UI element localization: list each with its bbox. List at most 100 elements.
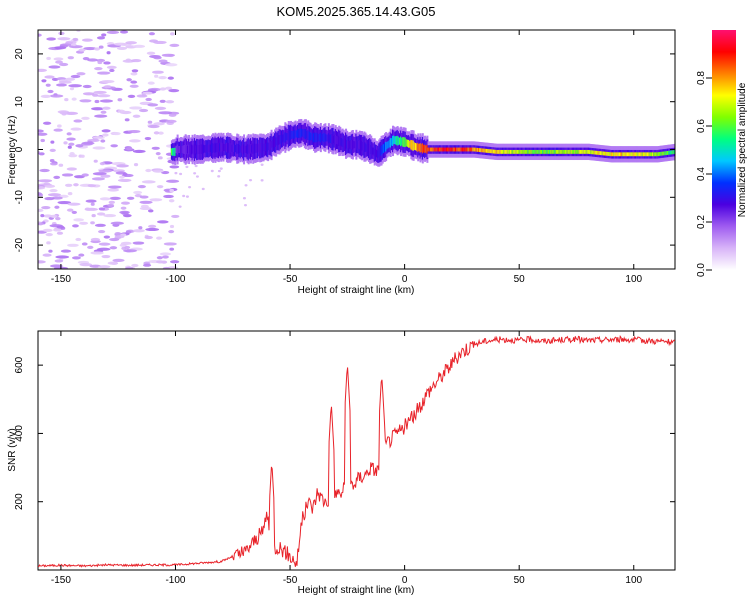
noise-cell [161,53,175,57]
noise-cell [64,111,79,115]
noise-cell [109,246,118,250]
ridge-core [559,149,562,154]
ridge-core [201,144,204,155]
ridge-core [434,147,437,152]
ridge-core [339,136,342,147]
noise-cell [166,179,180,183]
noise-cell [98,229,106,234]
colorbar-tick-label: 0.8 [696,71,707,85]
ridge-core [586,149,589,154]
noise-cell [178,205,182,208]
ridge-core [243,144,246,155]
ridge-core [443,147,446,152]
noise-cell [84,207,91,211]
y-tick-label: 20 [14,48,25,60]
noise-cell [168,230,175,234]
ridge-core [357,140,360,149]
ridge-core [487,148,490,153]
y-tick-label: 400 [14,425,25,442]
ridge-core [422,144,425,153]
ridge-core [506,149,509,154]
ridge-core [624,152,627,157]
ridge-core [582,149,585,154]
ridge-core [656,152,659,157]
ridge-core [531,149,534,154]
noise-cell [70,127,82,131]
noise-cell [162,266,170,269]
noise-cell [82,92,95,96]
ridge-core [350,140,353,150]
ridge-core [271,140,274,148]
ridge-core [468,147,471,152]
ridge-core [255,143,258,153]
ridge-core [507,149,510,154]
noise-cell [125,147,133,151]
ridge-core [207,144,210,153]
ridge-core [527,149,530,154]
ridge-core [412,140,415,151]
ridge-core [550,149,553,154]
noise-cell [66,132,72,136]
ridge-core [459,147,462,152]
noise-cell [120,241,132,245]
ridge-core [334,134,337,145]
noise-cell [101,254,111,259]
noise-cell [147,124,160,129]
noise-cell [138,226,143,230]
ridge-core [312,133,315,142]
noise-cell [99,197,111,201]
ridge-core [577,149,580,154]
ridge-core [341,137,344,147]
noise-cell [114,231,122,236]
ridge-core [215,143,218,153]
noise-cell [159,252,172,256]
ridge-core [638,152,641,157]
noise-cell [139,200,153,204]
ridge-core [668,150,671,155]
ridge-core [420,144,423,153]
ridge-core [471,147,474,152]
noise-cell [162,255,169,259]
ridge-core [485,148,488,153]
ridge-core [575,149,578,154]
noise-cell [103,61,111,65]
ridge-core [362,141,365,151]
ridge-core [532,149,535,154]
noise-cell [47,89,54,94]
ridge-core [558,149,561,154]
spectrogram-cells [38,30,675,269]
ridge-core [268,142,271,151]
noise-cell [50,264,63,268]
noise-cell [154,74,159,78]
noise-cell [94,114,108,118]
ridge-core [264,143,267,152]
ridge-core [461,147,464,152]
ridge-core [583,149,586,154]
ridge-core [308,131,311,140]
ridge-core [641,152,644,157]
noise-cell [119,30,129,34]
y-tick-label: -10 [14,190,25,205]
noise-cell [159,99,166,103]
ridge-core [503,149,506,154]
ridge-core [630,152,633,157]
ridge-core [331,134,334,144]
ridge-core [570,149,573,154]
ridge-core [174,147,177,157]
ridge-core [410,139,413,150]
ridge-core [359,140,362,150]
ridge-core [303,128,306,139]
noise-cell [82,84,92,89]
ridge-core [547,149,550,154]
ridge-core [569,149,572,154]
noise-cell [126,78,132,82]
ridge-core [500,149,503,154]
ridge-core [225,142,228,153]
ridge-core [196,144,199,155]
ridge-core [602,151,605,156]
ridge-core [474,147,477,152]
ridge-core [306,130,309,139]
noise-cell [147,103,159,107]
ridge-core [409,140,412,148]
noise-cell [76,72,86,76]
